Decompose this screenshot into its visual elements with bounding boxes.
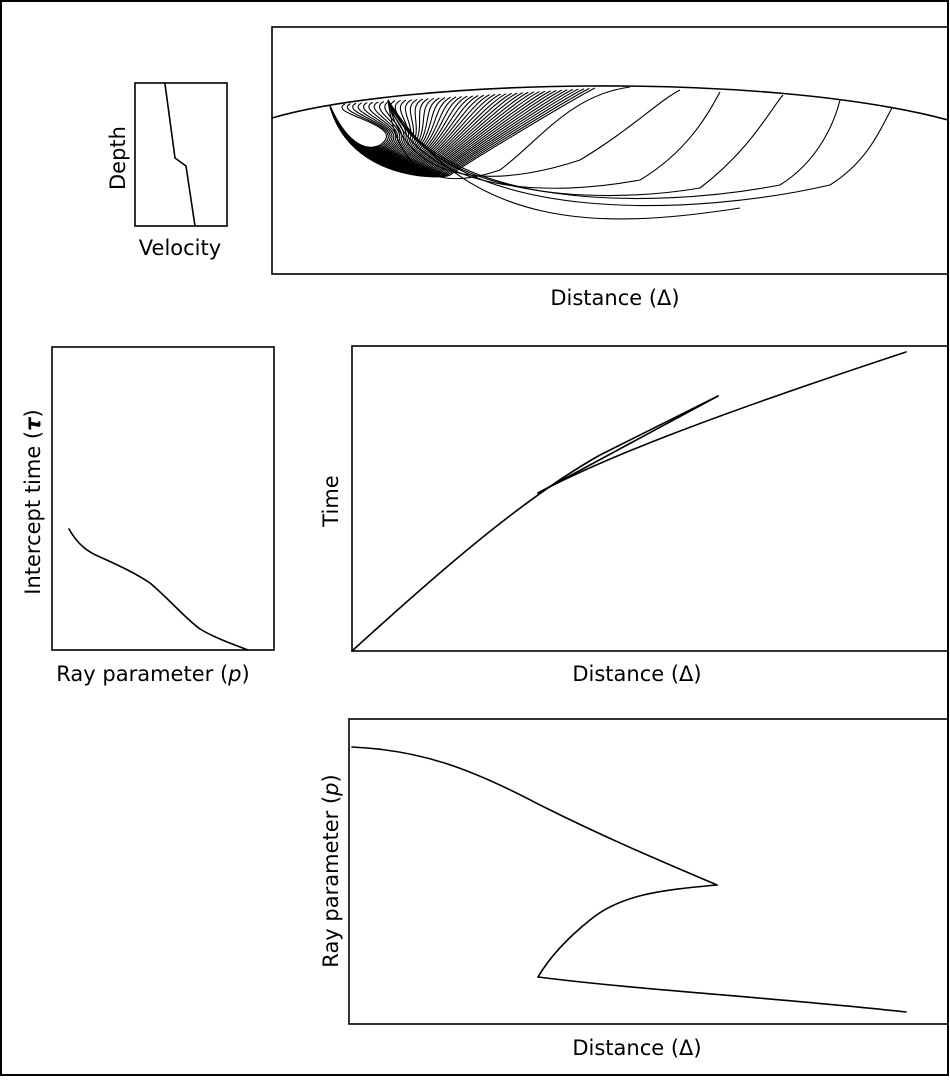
travel-time-panel: Distance (Δ) Time xyxy=(319,345,949,686)
travel-time-deep-branch xyxy=(537,351,907,494)
velocity-model-box xyxy=(134,82,228,227)
ray-path xyxy=(387,99,893,207)
ray-path xyxy=(387,99,841,200)
velocity-axis-label: Velocity xyxy=(139,236,221,260)
travel-time-back-branch xyxy=(537,395,719,494)
p-delta-ray-parameter-label: Ray parameter (p) xyxy=(319,774,343,967)
p-delta-box xyxy=(348,718,949,1025)
tau-p-curve xyxy=(68,528,249,651)
p-delta-middle-branch xyxy=(537,884,718,978)
travel-time-time-label: Time xyxy=(319,475,343,527)
tau-p-box xyxy=(51,346,275,651)
tau-p-panel: Ray parameter (p) Intercept time (τ) xyxy=(21,346,275,686)
p-delta-distance-label: Distance (Δ) xyxy=(572,1036,701,1060)
travel-time-distance-label: Distance (Δ) xyxy=(572,662,701,686)
ray-path xyxy=(329,87,596,178)
ray-fan xyxy=(329,87,596,178)
velocity-model-panel: Velocity Depth xyxy=(106,82,228,260)
ray-path xyxy=(387,94,784,197)
p-delta-panel: Distance (Δ) Ray parameter (p) xyxy=(319,718,949,1060)
velocity-profile-curve xyxy=(164,83,196,227)
ray-paths-distance-label: Distance (Δ) xyxy=(550,286,679,310)
earth-surface-curve xyxy=(271,85,949,121)
p-delta-lower-branch xyxy=(537,976,907,1013)
ray-path xyxy=(329,88,585,177)
tau-p-yaxis-label: Intercept time (τ) xyxy=(21,409,45,594)
deep-rays xyxy=(387,86,893,220)
ray-paths-box xyxy=(271,26,949,275)
depth-axis-label: Depth xyxy=(106,126,130,190)
travel-time-first-branch xyxy=(351,395,719,652)
ray-path xyxy=(387,89,681,177)
ray-path xyxy=(387,86,631,180)
tau-p-xaxis-label: Ray parameter (p) xyxy=(56,662,249,686)
ray-paths-panel: Distance (Δ) xyxy=(271,26,949,310)
ray-path xyxy=(387,91,721,189)
ray-path xyxy=(387,99,741,220)
p-delta-upper-branch xyxy=(351,746,718,886)
travel-time-box xyxy=(351,345,949,652)
ray-path xyxy=(329,92,524,169)
